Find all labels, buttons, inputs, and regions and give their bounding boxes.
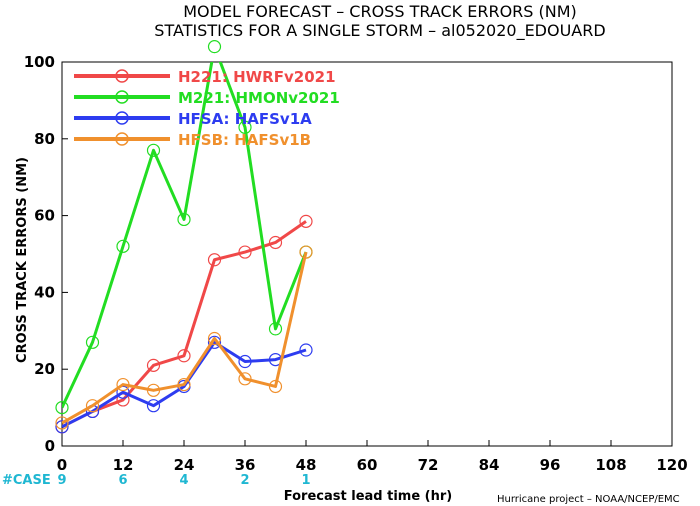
case-count: 4 (179, 473, 188, 488)
y-tick-label: 100 (24, 53, 55, 71)
y-tick-label: 60 (34, 207, 55, 225)
case-count: 6 (118, 473, 127, 488)
data-point-3 (268, 379, 283, 394)
legend-marker-1 (115, 90, 129, 104)
data-point-1 (177, 212, 191, 227)
series-line-0 (62, 220, 307, 429)
data-point-1 (85, 335, 100, 349)
data-point-2 (55, 420, 69, 434)
case-label: #CASE (2, 473, 51, 488)
chart-subtitle: STATISTICS FOR A SINGLE STORM – al052020… (154, 21, 605, 41)
data-point-1 (146, 143, 161, 157)
x-tick-label: 96 (540, 456, 561, 474)
credit-text: Hurricane project – NOAA/NCEP/EMC (497, 494, 680, 505)
legend-marker-2 (115, 111, 129, 125)
data-point-3 (85, 399, 100, 413)
x-tick-label: 12 (113, 456, 134, 474)
x-tick-label: 108 (595, 456, 626, 474)
data-point-1 (207, 40, 222, 54)
data-point-3 (55, 416, 69, 430)
x-tick-label: 60 (357, 456, 378, 474)
data-point-2 (238, 354, 252, 369)
data-point-0 (268, 235, 283, 250)
series-line-2 (62, 340, 307, 429)
x-axis-label: Forecast lead time (hr) (284, 489, 452, 504)
legend-label-0: H221: HWRFv2021 (178, 68, 336, 86)
x-tick-label: 48 (296, 456, 317, 474)
y-tick-label: 0 (45, 437, 55, 455)
x-tick-label: 120 (656, 456, 687, 474)
y-axis-label: CROSS TRACK ERRORS (NM) (15, 157, 30, 363)
case-count: 1 (301, 473, 310, 488)
data-point-3 (116, 377, 130, 392)
series-line-3 (62, 251, 308, 425)
legend-label-3: HFSB: HAFSv1B (178, 131, 311, 149)
legend-label-2: HFSA: HAFSv1A (178, 110, 312, 128)
y-tick-label: 40 (34, 283, 55, 301)
legend-label-1: M221: HMONv2021 (178, 89, 340, 107)
y-tick-label: 80 (34, 130, 55, 148)
data-point-0 (299, 214, 313, 228)
data-point-3 (238, 372, 252, 386)
data-point-3 (299, 245, 313, 259)
case-count: 9 (57, 473, 66, 488)
case-count: 2 (240, 473, 249, 488)
data-point-0 (177, 349, 191, 363)
data-point-2 (146, 399, 161, 413)
y-tick-label: 20 (34, 360, 55, 378)
x-tick-label: 24 (174, 456, 195, 474)
x-tick-label: 36 (235, 456, 256, 474)
data-point-3 (177, 377, 191, 392)
x-tick-label: 84 (479, 456, 500, 474)
data-point-1 (238, 120, 252, 134)
data-point-0 (207, 253, 222, 267)
data-point-3 (146, 383, 161, 397)
plot-area: 0 12 24 36 48 60 72 84 96 108 120020406080100H221:… (2, 40, 688, 488)
data-point-3 (207, 331, 222, 346)
data-point-1 (116, 239, 130, 253)
legend-marker-3 (115, 132, 129, 146)
data-point-2 (299, 343, 313, 357)
series-line-1 (62, 62, 308, 409)
legend-marker-0 (115, 69, 129, 83)
x-tick-label: 72 (418, 456, 439, 474)
data-point-1 (55, 401, 69, 415)
data-point-1 (268, 322, 283, 336)
chart-title: MODEL FORECAST – CROSS TRACK ERRORS (NM) (183, 2, 577, 21)
data-point-0 (238, 245, 252, 259)
data-point-0 (146, 358, 161, 372)
x-tick-label: 0 (57, 456, 67, 474)
data-point-2 (207, 335, 222, 349)
